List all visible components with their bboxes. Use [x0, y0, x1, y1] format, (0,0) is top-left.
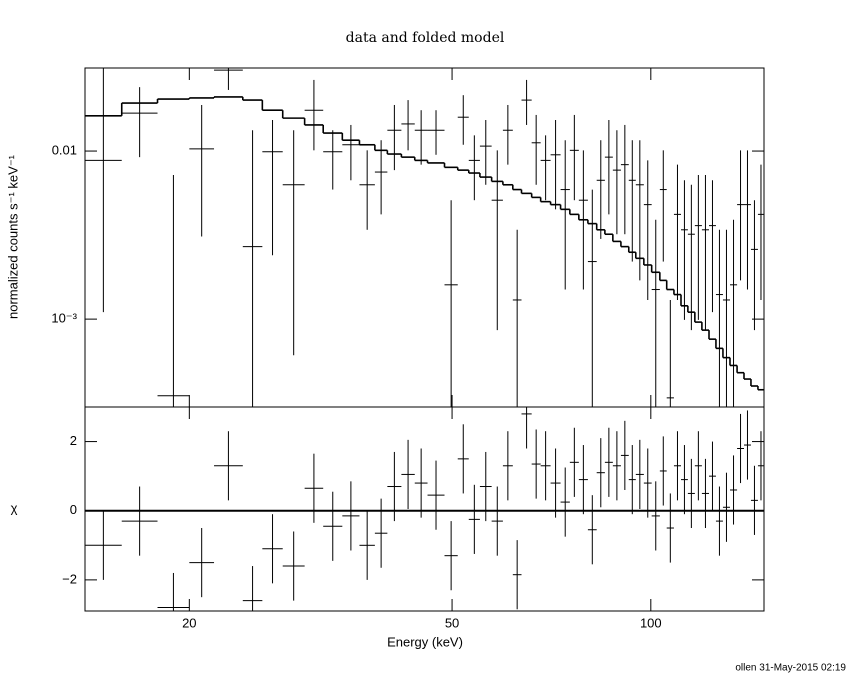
plot-frame	[84, 67, 765, 408]
y-tick-label: −2	[62, 571, 77, 586]
plot-frame	[84, 406, 765, 612]
y-tick-label: 10⁻³	[51, 311, 77, 326]
y-tick-label: 0.01	[52, 142, 77, 157]
y-axis-label: normalized counts s⁻¹ keV⁻¹	[5, 154, 20, 319]
y-tick-label: 2	[70, 433, 77, 448]
footer: ollen 31-May-2015 02:19	[735, 663, 846, 674]
x-tick-label: 50	[445, 615, 459, 630]
y-axis-label: χ	[11, 500, 18, 515]
x-tick-label: 100	[640, 615, 662, 630]
y-tick-label: 0	[70, 502, 77, 517]
chart-title: data and folded model	[346, 30, 505, 46]
residual-panel	[85, 407, 764, 611]
x-tick-label: 20	[182, 615, 196, 630]
x-axis-label: Energy (keV)	[387, 634, 463, 649]
data-panel	[85, 68, 764, 407]
